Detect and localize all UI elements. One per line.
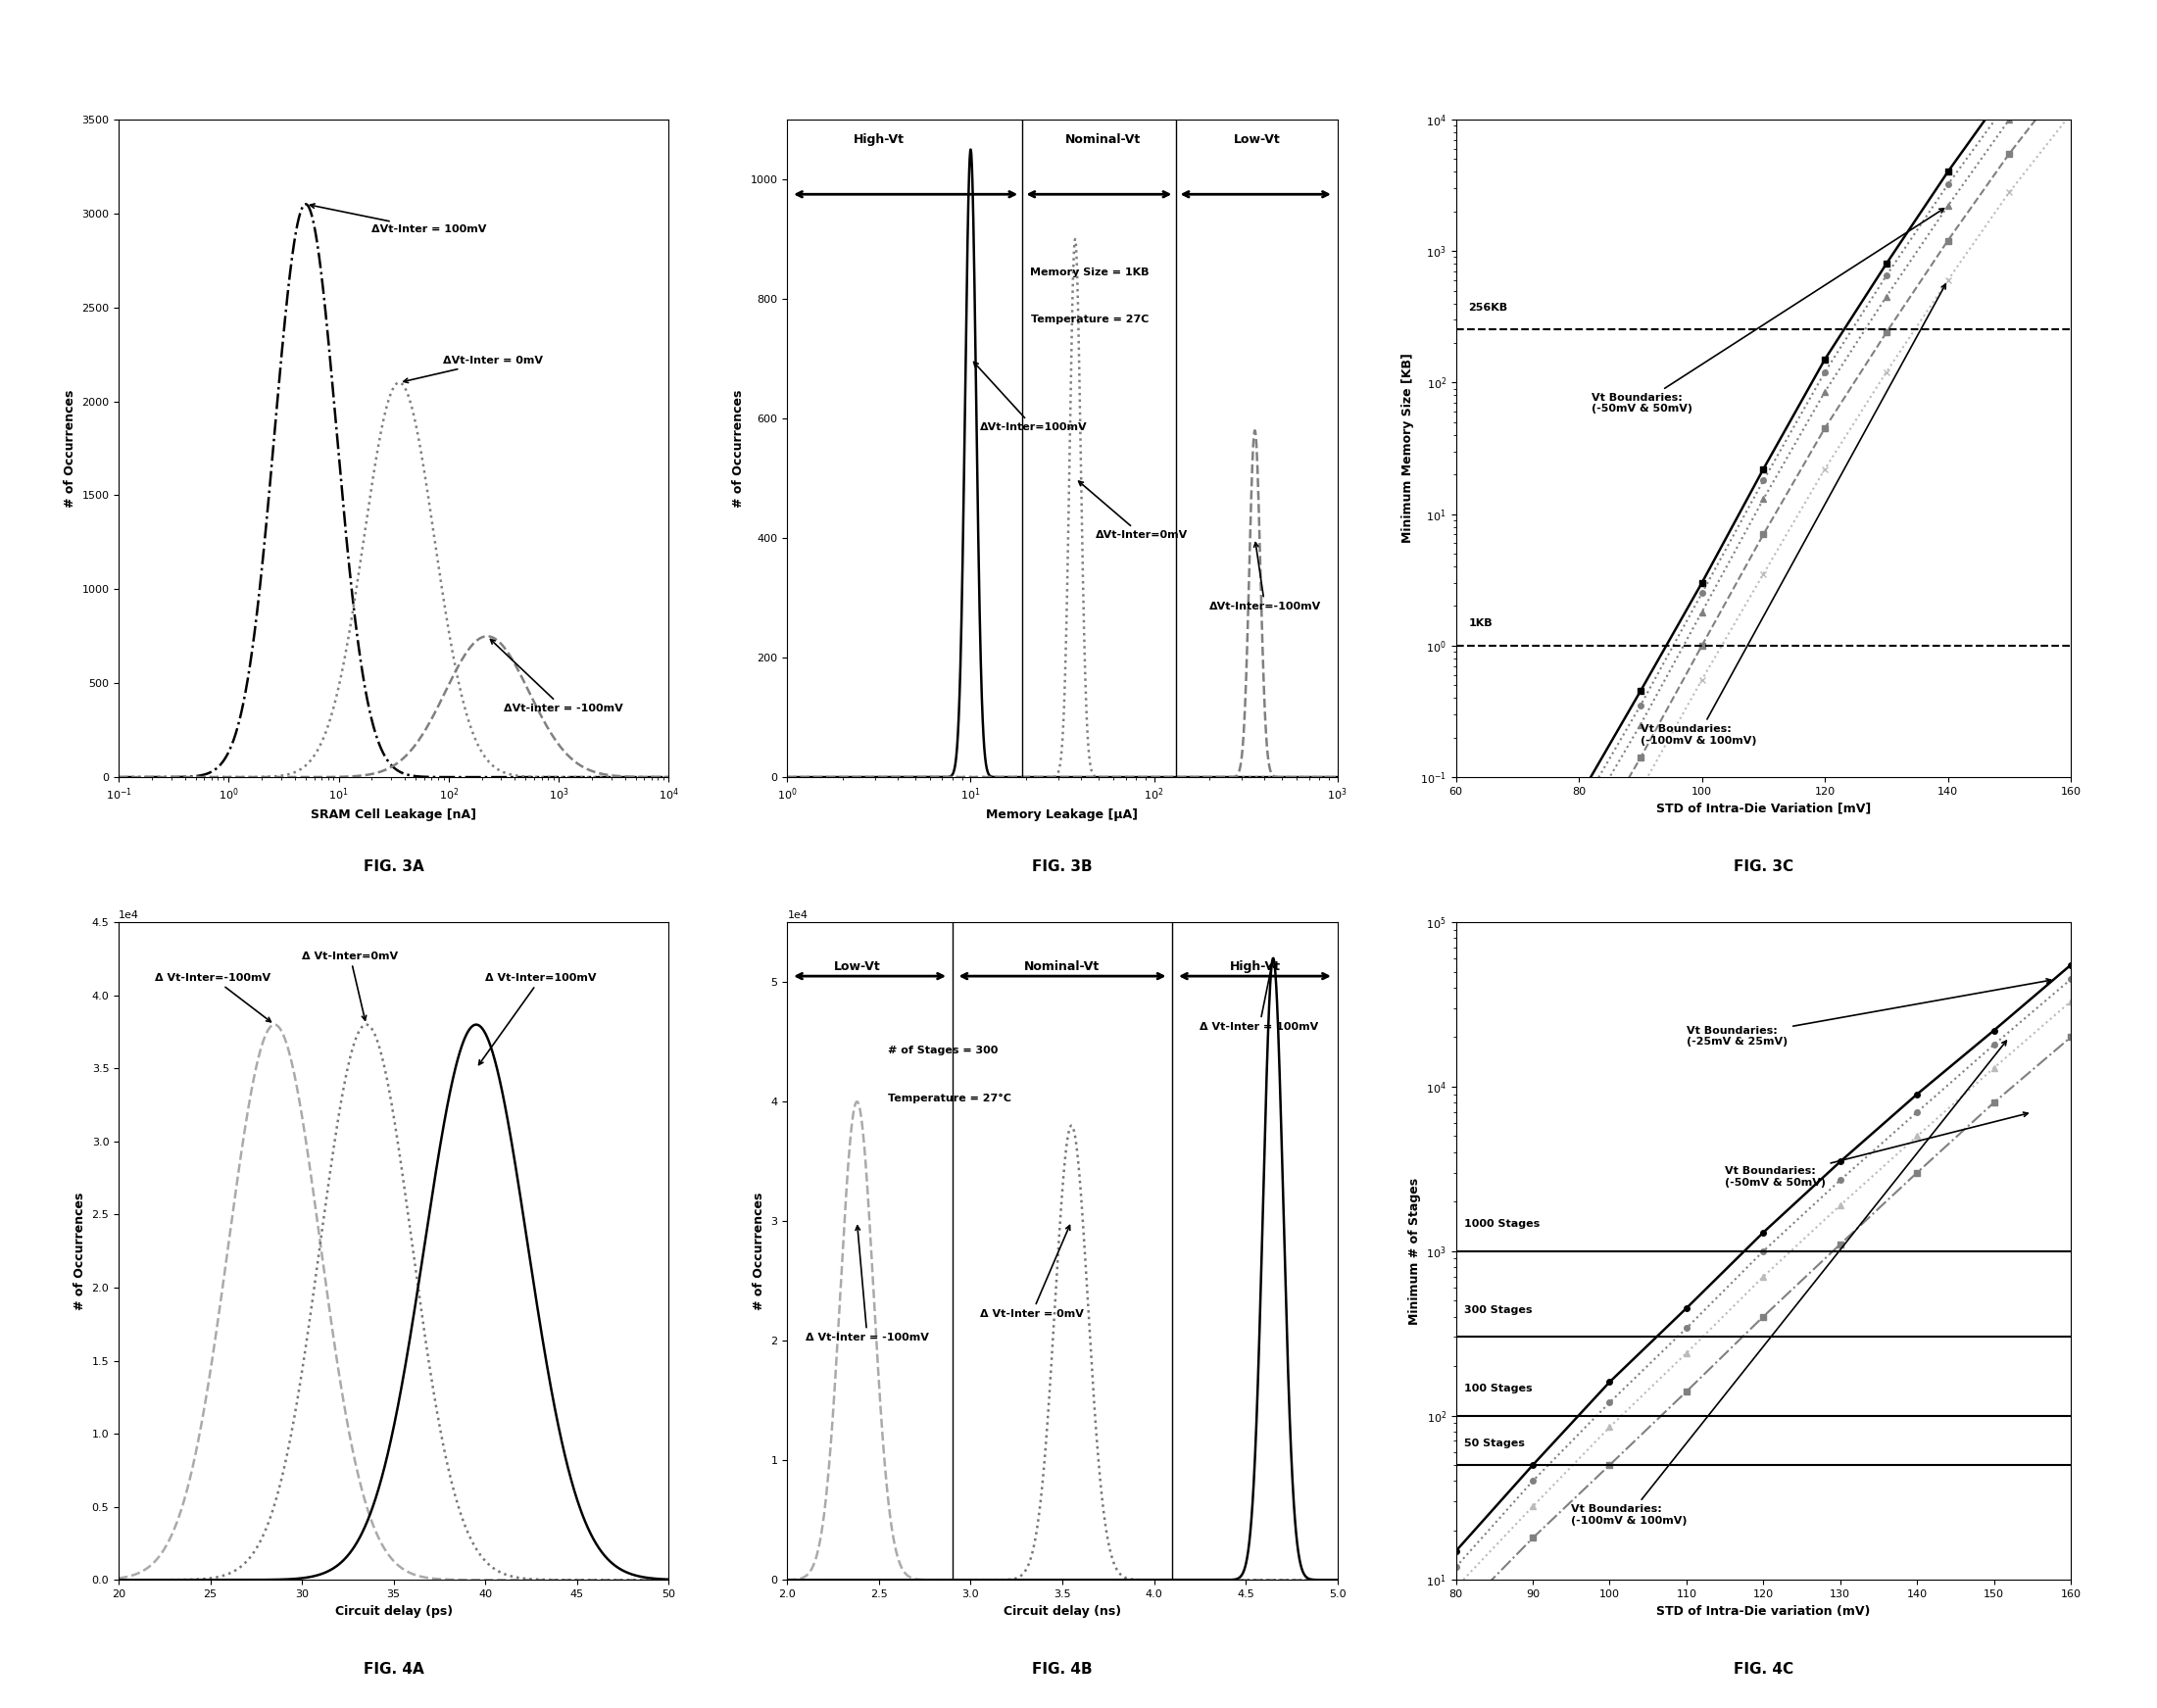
Text: FIG. 3A: FIG. 3A <box>362 859 425 874</box>
Text: 300 Stages: 300 Stages <box>1465 1305 1531 1315</box>
Text: ΔVt-Inter = 0mV: ΔVt-Inter = 0mV <box>403 355 544 383</box>
Text: Memory Size = 1KB: Memory Size = 1KB <box>1031 266 1150 277</box>
Text: Δ Vt-Inter = 100mV: Δ Vt-Inter = 100mV <box>1199 963 1318 1032</box>
Text: Vt Boundaries:
(-100mV & 100mV): Vt Boundaries: (-100mV & 100mV) <box>1641 284 1946 745</box>
X-axis label: Circuit delay (ps): Circuit delay (ps) <box>334 1606 453 1617</box>
Text: ΔVt-Inter = 100mV: ΔVt-Inter = 100mV <box>311 203 487 234</box>
Text: Δ Vt-Inter=0mV: Δ Vt-Inter=0mV <box>302 951 399 1020</box>
Text: ΔVt-inter = -100mV: ΔVt-inter = -100mV <box>490 639 623 714</box>
Text: Δ Vt-Inter = -100mV: Δ Vt-Inter = -100mV <box>805 1226 930 1342</box>
Text: Low-Vt: Low-Vt <box>833 960 880 974</box>
Text: ΔVt-Inter=100mV: ΔVt-Inter=100mV <box>973 362 1087 432</box>
Text: FIG. 4C: FIG. 4C <box>1734 1662 1792 1677</box>
Text: High-Vt: High-Vt <box>854 133 904 147</box>
Text: Δ Vt-Inter = 0mV: Δ Vt-Inter = 0mV <box>979 1225 1083 1319</box>
Y-axis label: # of Occurrences: # of Occurrences <box>73 1192 86 1310</box>
Text: 1000 Stages: 1000 Stages <box>1465 1220 1540 1230</box>
Y-axis label: # of Occurrences: # of Occurrences <box>753 1192 766 1310</box>
Text: # of Stages = 300: # of Stages = 300 <box>889 1045 999 1056</box>
Text: ΔVt-Inter=0mV: ΔVt-Inter=0mV <box>1078 482 1189 540</box>
Y-axis label: # of Occurrences: # of Occurrences <box>731 389 744 507</box>
Text: Vt Boundaries:
(-25mV & 25mV): Vt Boundaries: (-25mV & 25mV) <box>1687 979 2051 1047</box>
Text: Nominal-Vt: Nominal-Vt <box>1025 960 1100 974</box>
Y-axis label: # of Occurrences: # of Occurrences <box>63 389 75 507</box>
Text: Nominal-Vt: Nominal-Vt <box>1066 133 1141 147</box>
X-axis label: SRAM Cell Leakage [nA]: SRAM Cell Leakage [nA] <box>311 808 477 822</box>
Text: Temperature = 27°C: Temperature = 27°C <box>889 1093 1012 1103</box>
X-axis label: STD of Intra-Die Variation [mV]: STD of Intra-Die Variation [mV] <box>1657 803 1870 815</box>
X-axis label: Memory Leakage [μA]: Memory Leakage [μA] <box>986 808 1139 822</box>
Text: FIG. 3C: FIG. 3C <box>1734 859 1792 874</box>
Text: Vt Boundaries:
(-100mV & 100mV): Vt Boundaries: (-100mV & 100mV) <box>1570 1040 2006 1525</box>
Text: Δ Vt-Inter=100mV: Δ Vt-Inter=100mV <box>479 974 597 1064</box>
Text: Vt Boundaries:
(-50mV & 50mV): Vt Boundaries: (-50mV & 50mV) <box>1726 1112 2028 1187</box>
Text: 256KB: 256KB <box>1469 304 1508 313</box>
Text: Δ Vt-Inter=-100mV: Δ Vt-Inter=-100mV <box>155 974 272 1021</box>
Text: FIG. 3B: FIG. 3B <box>1033 859 1091 874</box>
Text: ΔVt-Inter=-100mV: ΔVt-Inter=-100mV <box>1208 543 1320 611</box>
Text: High-Vt: High-Vt <box>1229 960 1281 974</box>
Text: 1KB: 1KB <box>1469 618 1493 629</box>
Text: FIG. 4B: FIG. 4B <box>1033 1662 1091 1677</box>
X-axis label: Circuit delay (ns): Circuit delay (ns) <box>1003 1606 1122 1617</box>
Y-axis label: Minimum Memory Size [KB]: Minimum Memory Size [KB] <box>1402 354 1415 543</box>
Text: Temperature = 27C: Temperature = 27C <box>1031 314 1150 325</box>
X-axis label: STD of Intra-Die variation (mV): STD of Intra-Die variation (mV) <box>1657 1606 1870 1617</box>
Y-axis label: Minimum # of Stages: Minimum # of Stages <box>1409 1177 1421 1325</box>
Text: FIG. 4A: FIG. 4A <box>362 1662 425 1677</box>
Text: 50 Stages: 50 Stages <box>1465 1438 1525 1448</box>
Text: 100 Stages: 100 Stages <box>1465 1383 1531 1394</box>
Text: Vt Boundaries:
(-50mV & 50mV): Vt Boundaries: (-50mV & 50mV) <box>1592 208 1943 413</box>
Text: Low-Vt: Low-Vt <box>1234 133 1279 147</box>
